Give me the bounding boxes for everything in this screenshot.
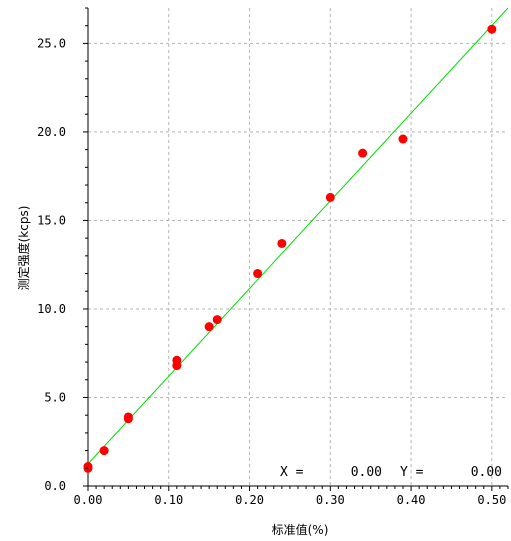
readout-y-label: Y = — [400, 465, 424, 480]
x-tick-label: 0.40 — [397, 493, 426, 507]
x-tick-label: 0.30 — [316, 493, 345, 507]
data-point — [212, 315, 222, 325]
fit-line-group — [87, 7, 509, 465]
readout-x-label: X = — [280, 465, 304, 480]
y-tick-label: 5.0 — [44, 390, 66, 404]
data-points — [83, 24, 497, 473]
y-tick-label: 25.0 — [37, 36, 66, 50]
plot-frame — [87, 8, 508, 487]
y-axis-title: 测定强度(kcps) — [16, 206, 31, 291]
x-tick-label: 0.00 — [74, 493, 103, 507]
x-axis-title: 标准值(%) — [272, 522, 329, 537]
data-point — [123, 412, 133, 422]
data-point — [204, 322, 214, 332]
data-point — [398, 134, 408, 144]
y-axis-ticks: 0.0 5.0 10.0 15.0 20.0 25.0 — [37, 7, 88, 493]
y-tick-label: 10.0 — [37, 302, 66, 316]
grid-lines — [88, 8, 508, 486]
data-point — [172, 355, 182, 365]
data-point — [325, 192, 335, 202]
data-point — [358, 148, 368, 158]
data-point — [253, 269, 263, 279]
x-tick-label: 0.20 — [235, 493, 264, 507]
data-point — [277, 238, 287, 248]
y-tick-label: 15.0 — [37, 213, 66, 227]
y-tick-label: 0.0 — [44, 479, 66, 493]
data-point — [487, 24, 497, 34]
data-point — [99, 446, 109, 456]
data-point — [83, 462, 93, 472]
coordinate-readout: X = 0.00 Y = 0.00 — [280, 465, 502, 480]
x-tick-label: 0.50 — [477, 493, 506, 507]
readout-y-value: 0.00 — [471, 465, 502, 480]
y-tick-label: 20.0 — [37, 125, 66, 139]
x-axis-ticks: 0.00 0.10 0.20 0.30 0.40 0.50 — [74, 486, 509, 507]
x-tick-label: 0.10 — [154, 493, 183, 507]
fit-line — [87, 7, 509, 465]
readout-x-value: 0.00 — [351, 465, 382, 480]
